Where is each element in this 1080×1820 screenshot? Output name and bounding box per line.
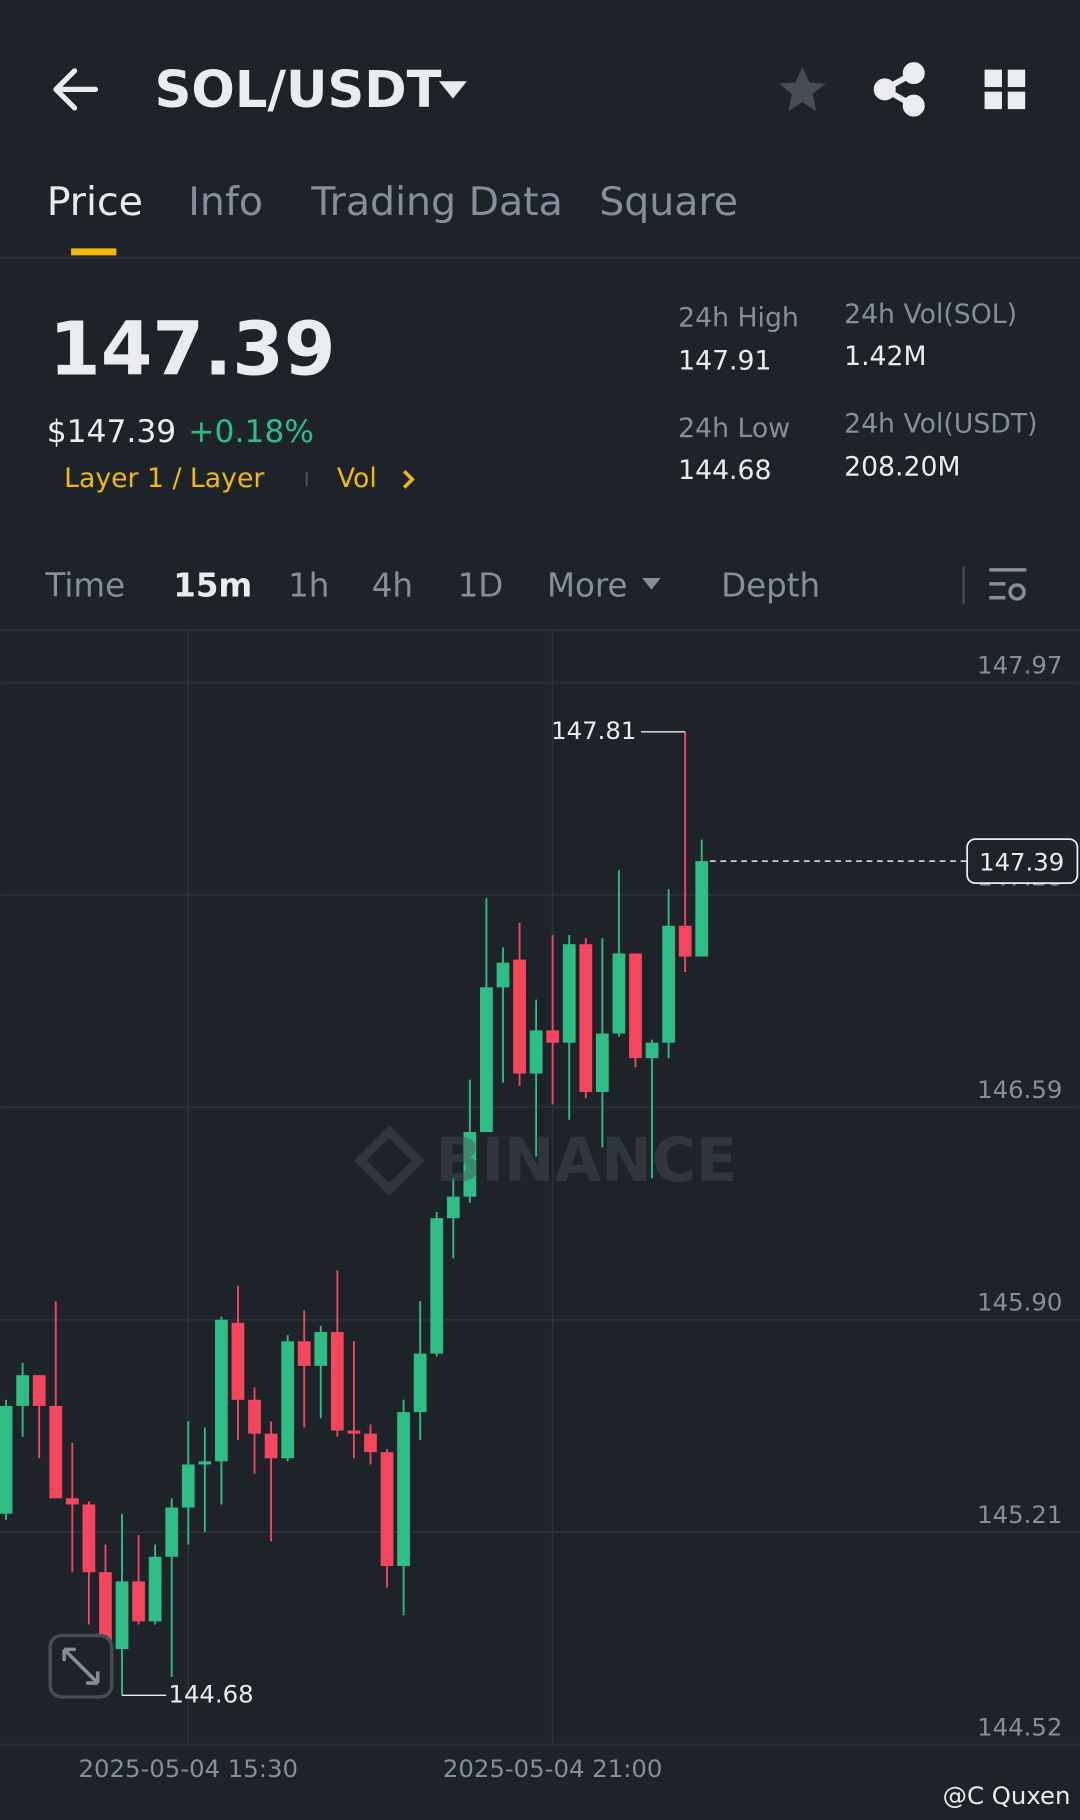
candle-body — [32, 1375, 46, 1406]
candle-body — [413, 1353, 427, 1413]
chart: 147.97147.28146.59145.90145.21144.522025… — [0, 630, 1080, 1783]
tag[interactable]: Vol — [337, 463, 377, 494]
candle-body — [430, 1218, 444, 1354]
candle-body — [579, 944, 593, 1092]
stat-label: 24h Vol(USDT) — [844, 408, 1037, 439]
candle-body — [347, 1430, 361, 1434]
candle-body — [695, 861, 709, 957]
pair-title[interactable]: SOL/USDT — [155, 61, 442, 120]
candle-body — [513, 959, 526, 1074]
tab[interactable]: Trading Data — [310, 179, 563, 225]
stat-label: 24h Low — [678, 413, 790, 444]
last-price-label: 147.39 — [979, 847, 1064, 876]
candle-body — [82, 1504, 96, 1573]
chevron — [402, 470, 415, 489]
candle-body — [629, 953, 642, 1059]
usd-price: $147.39 — [47, 414, 177, 450]
candle-body — [496, 962, 510, 988]
candle-body — [562, 944, 576, 1043]
back-button[interactable] — [53, 68, 99, 111]
interval[interactable]: 1h — [288, 566, 329, 604]
candle-body — [297, 1341, 311, 1366]
stat-label: 24h Vol(SOL) — [844, 299, 1017, 330]
stat-value: 147.91 — [678, 346, 771, 377]
candle-body — [662, 925, 675, 1043]
tag[interactable]: Layer 1 / Layer — [64, 463, 264, 494]
y-tick-label: 147.97 — [977, 650, 1062, 679]
candle-body — [65, 1498, 79, 1505]
stat-value: 1.42M — [844, 341, 926, 372]
x-tick-label: 2025-05-04 15:30 — [79, 1754, 299, 1783]
pair-dropdown[interactable] — [439, 81, 467, 99]
interval[interactable]: 1D — [458, 566, 504, 604]
candle-body — [165, 1507, 179, 1557]
candle-body — [529, 1030, 543, 1074]
candle-body — [132, 1581, 145, 1622]
candle-body — [480, 987, 493, 1133]
favorite-star[interactable] — [779, 67, 826, 112]
candle-body — [181, 1464, 195, 1508]
candle-body — [645, 1042, 659, 1059]
more-dropdown[interactable] — [642, 578, 661, 590]
share-button[interactable] — [873, 62, 925, 117]
candle-body — [612, 953, 626, 1034]
credit: @C Quxen — [943, 1781, 1071, 1810]
candle-body — [115, 1581, 129, 1650]
interval[interactable]: More — [547, 566, 628, 604]
y-tick-label: 146.59 — [977, 1075, 1062, 1104]
watermark: BINANCE — [353, 1125, 738, 1197]
candle-body — [0, 1405, 13, 1514]
candle-body — [595, 1033, 609, 1092]
candle-body — [330, 1332, 344, 1431]
candle-body — [198, 1461, 212, 1465]
stat-value: 144.68 — [678, 455, 771, 486]
candle-body — [231, 1322, 245, 1400]
price-change: +0.18% — [188, 414, 314, 450]
tab[interactable]: Info — [188, 179, 263, 225]
stat-value: 208.20M — [844, 451, 960, 482]
watermark-text: BINANCE — [436, 1126, 738, 1196]
candle-body — [49, 1405, 63, 1499]
tab[interactable]: Price — [47, 179, 143, 225]
last-price: 147.39 — [49, 306, 336, 393]
candle-body — [314, 1332, 328, 1366]
tab[interactable]: Square — [599, 179, 738, 225]
candle-body — [248, 1399, 261, 1434]
expand-icon — [62, 1647, 100, 1685]
candle-body — [380, 1452, 394, 1567]
y-tick-label: 145.21 — [977, 1500, 1062, 1529]
candle-body — [397, 1412, 410, 1567]
grid-menu[interactable] — [984, 69, 1026, 110]
interval[interactable]: 15m — [173, 566, 252, 604]
y-tick-label: 145.90 — [977, 1288, 1062, 1317]
high-label: 147.81 — [551, 716, 636, 745]
low-label: 144.68 — [168, 1679, 253, 1708]
candle-body — [546, 1030, 560, 1043]
candle-body — [16, 1375, 30, 1406]
candle-body — [148, 1556, 162, 1622]
stat-label: 24h High — [678, 303, 799, 334]
last-price-tag — [966, 838, 1079, 885]
candle-body — [99, 1572, 112, 1650]
candle-body — [446, 1196, 460, 1219]
x-tick-label: 2025-05-04 21:00 — [443, 1754, 663, 1783]
candle-body — [264, 1433, 278, 1459]
candle-body — [364, 1433, 377, 1453]
tab-indicator — [71, 248, 117, 256]
y-tick-label: 144.52 — [977, 1712, 1062, 1741]
chart-settings[interactable] — [989, 568, 1027, 601]
interval[interactable]: 4h — [372, 566, 413, 604]
interval[interactable]: Depth — [721, 566, 820, 604]
candle-body — [678, 925, 692, 957]
interval[interactable]: Time — [45, 566, 126, 604]
candle-body — [463, 1132, 477, 1197]
candle-body — [215, 1319, 228, 1462]
candle-body — [281, 1341, 295, 1459]
